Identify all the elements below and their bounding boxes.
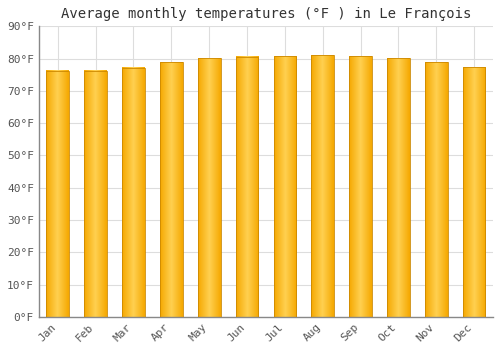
Bar — [349, 56, 372, 317]
Title: Average monthly temperatures (°F ) in Le François: Average monthly temperatures (°F ) in Le… — [60, 7, 471, 21]
Bar — [274, 56, 296, 317]
Bar — [160, 62, 182, 317]
Bar — [236, 57, 258, 317]
Bar — [198, 58, 220, 317]
Bar — [46, 70, 69, 317]
Bar — [312, 55, 334, 317]
Bar — [122, 68, 145, 317]
Bar — [425, 62, 448, 317]
Bar — [463, 67, 485, 317]
Bar — [387, 58, 410, 317]
Bar — [84, 70, 107, 317]
